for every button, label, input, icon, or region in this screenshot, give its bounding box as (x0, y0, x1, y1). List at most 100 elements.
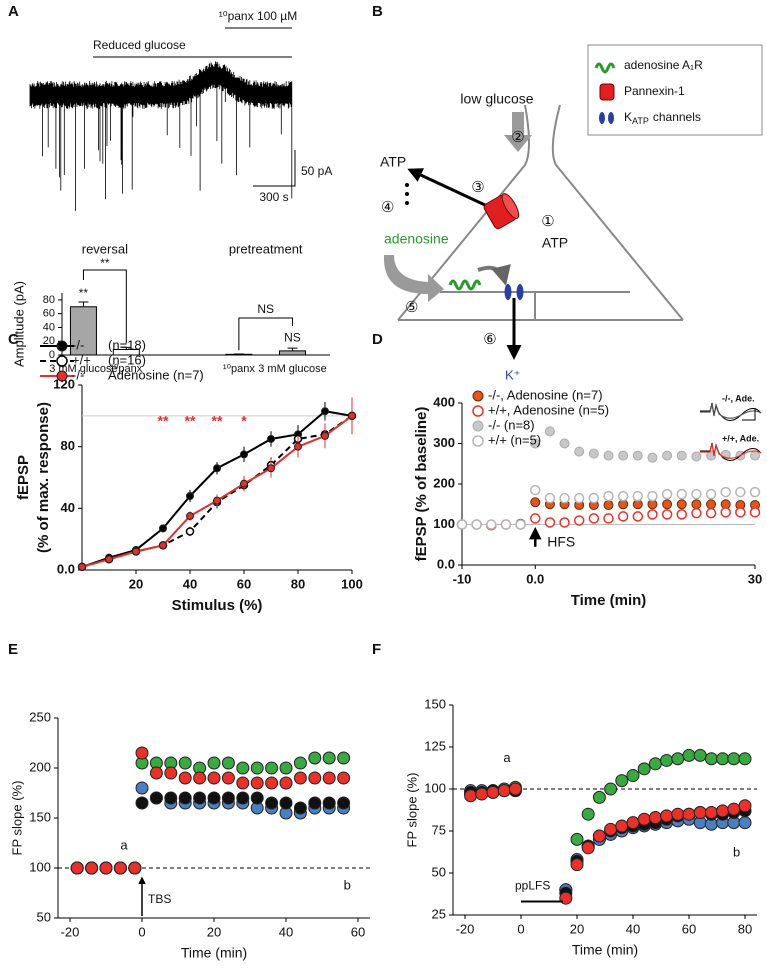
inset-label: +/+, Ade. (722, 433, 759, 443)
data-point (475, 787, 489, 801)
y-tick-label: 25 (432, 906, 446, 921)
data-point (185, 527, 195, 536)
legend-marker (56, 355, 68, 367)
inset-trace (700, 403, 762, 419)
y-tick-label: 125 (424, 738, 446, 753)
y-tick-label: 50 (432, 864, 446, 879)
y-tick-label: 40 (61, 500, 75, 515)
category-label: ¹⁰panx (223, 363, 255, 375)
data-point (279, 761, 293, 775)
data-point (240, 479, 248, 488)
data-point (128, 861, 142, 875)
data-point (592, 790, 606, 804)
x-tick-label: 80 (291, 576, 305, 591)
data-point (337, 751, 351, 765)
data-point (749, 486, 761, 498)
legend-text: KATP channels (624, 110, 701, 126)
step: ③ (471, 179, 484, 196)
x-tick-label: 0.0 (526, 571, 544, 586)
legend-marker (56, 340, 68, 352)
data-point (750, 450, 760, 461)
data-point (738, 816, 752, 830)
data-point (693, 806, 707, 820)
category-label: ¹⁰panx (110, 363, 142, 375)
data-point (617, 490, 629, 502)
data-point (716, 752, 730, 766)
legend-label: Adenosine (n=7) (108, 367, 204, 382)
pannexin (483, 193, 520, 230)
y-tick-label: 250 (29, 709, 51, 724)
y-tick-label: 80 (43, 294, 55, 306)
data-point (661, 509, 673, 520)
category-label: 3 mM glucose (49, 363, 117, 375)
x-axis-label: Time (min) (181, 945, 247, 961)
significance: ** (212, 413, 223, 429)
katp (516, 284, 524, 300)
data-point (720, 507, 731, 518)
series-line (81, 415, 353, 568)
data-point (530, 484, 541, 496)
y-tick-label: 100 (29, 859, 51, 874)
series-line (81, 415, 353, 568)
legend-label: +/+ (n=5) (488, 432, 541, 447)
data-point (267, 464, 275, 473)
data-point (570, 858, 584, 872)
x-tick-label: 60 (237, 576, 251, 591)
scale-x-label: 300 s (259, 190, 288, 204)
low-glucose: low glucose (460, 91, 533, 107)
x-tick-label: 20 (129, 576, 143, 591)
data-point (322, 751, 336, 765)
data-point (682, 748, 696, 762)
data-point (704, 806, 718, 820)
data-point (626, 816, 640, 830)
data-point (78, 562, 86, 571)
legend-symbol (594, 62, 616, 74)
annotation: b (733, 844, 740, 859)
data-point (213, 496, 221, 505)
data-point (720, 486, 731, 498)
condition-label: Reduced glucose (93, 38, 186, 52)
panel-label: A (8, 3, 19, 20)
data-point (615, 774, 629, 788)
x-tick-label: 0 (138, 924, 145, 939)
error-bar (287, 347, 298, 351)
legend-label: -/- (n=8) (488, 417, 535, 432)
katp (504, 284, 512, 300)
trace (29, 61, 293, 211)
series-line (81, 410, 353, 568)
data-point (749, 507, 761, 518)
data-point (221, 756, 235, 770)
data-point (308, 751, 322, 765)
data-point (662, 450, 673, 461)
panel-label: C (8, 331, 19, 348)
data-point (322, 796, 336, 810)
y-axis-label: FP slope (%) (404, 773, 419, 848)
data-point (581, 841, 595, 855)
y-tick-label: 40 (43, 321, 55, 333)
legend-text: Pannexin-1 (624, 84, 685, 98)
data-point (240, 450, 248, 459)
data-point (221, 791, 235, 805)
legend-marker (472, 420, 484, 432)
data-point (178, 771, 192, 785)
signal-arrow (477, 264, 511, 286)
data-point (603, 490, 614, 502)
x-tick-label: -20 (61, 924, 80, 939)
data-point (735, 486, 746, 498)
y-axis-label: Amplitude (pA) (11, 281, 26, 367)
data-point (691, 488, 702, 500)
adenosine: adenosine (384, 231, 449, 247)
significance: ** (185, 413, 196, 429)
data-point (149, 766, 163, 780)
y-tick-label: 60 (43, 308, 55, 320)
data-point (105, 555, 113, 564)
x-tick-label: 100 (341, 576, 363, 591)
panel-label: B (372, 3, 383, 20)
data-point (618, 450, 629, 461)
y-axis-label: FP slope (%) (9, 781, 24, 856)
legend-label: (n=18) (108, 337, 146, 352)
inset-trace (700, 443, 762, 459)
panel-label: E (8, 641, 18, 658)
data-point (348, 411, 356, 420)
annotation: a (120, 837, 128, 852)
